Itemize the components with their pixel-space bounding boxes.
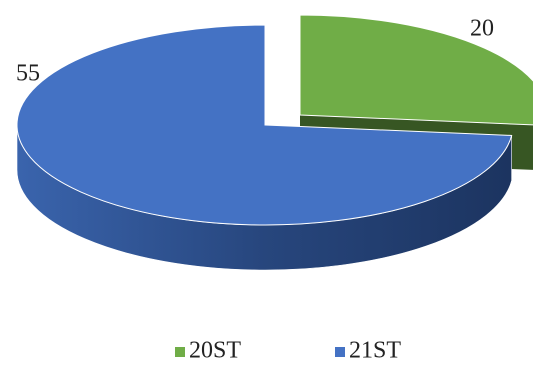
legend-swatch: [335, 347, 345, 357]
legend-label: 21ST: [349, 338, 401, 364]
legend-label: 20ST: [189, 338, 241, 364]
data-label: 20: [470, 16, 494, 42]
legend-swatch: [175, 347, 185, 357]
slice: [299, 14, 533, 126]
slice: [16, 24, 513, 226]
data-label: 55: [16, 61, 40, 87]
